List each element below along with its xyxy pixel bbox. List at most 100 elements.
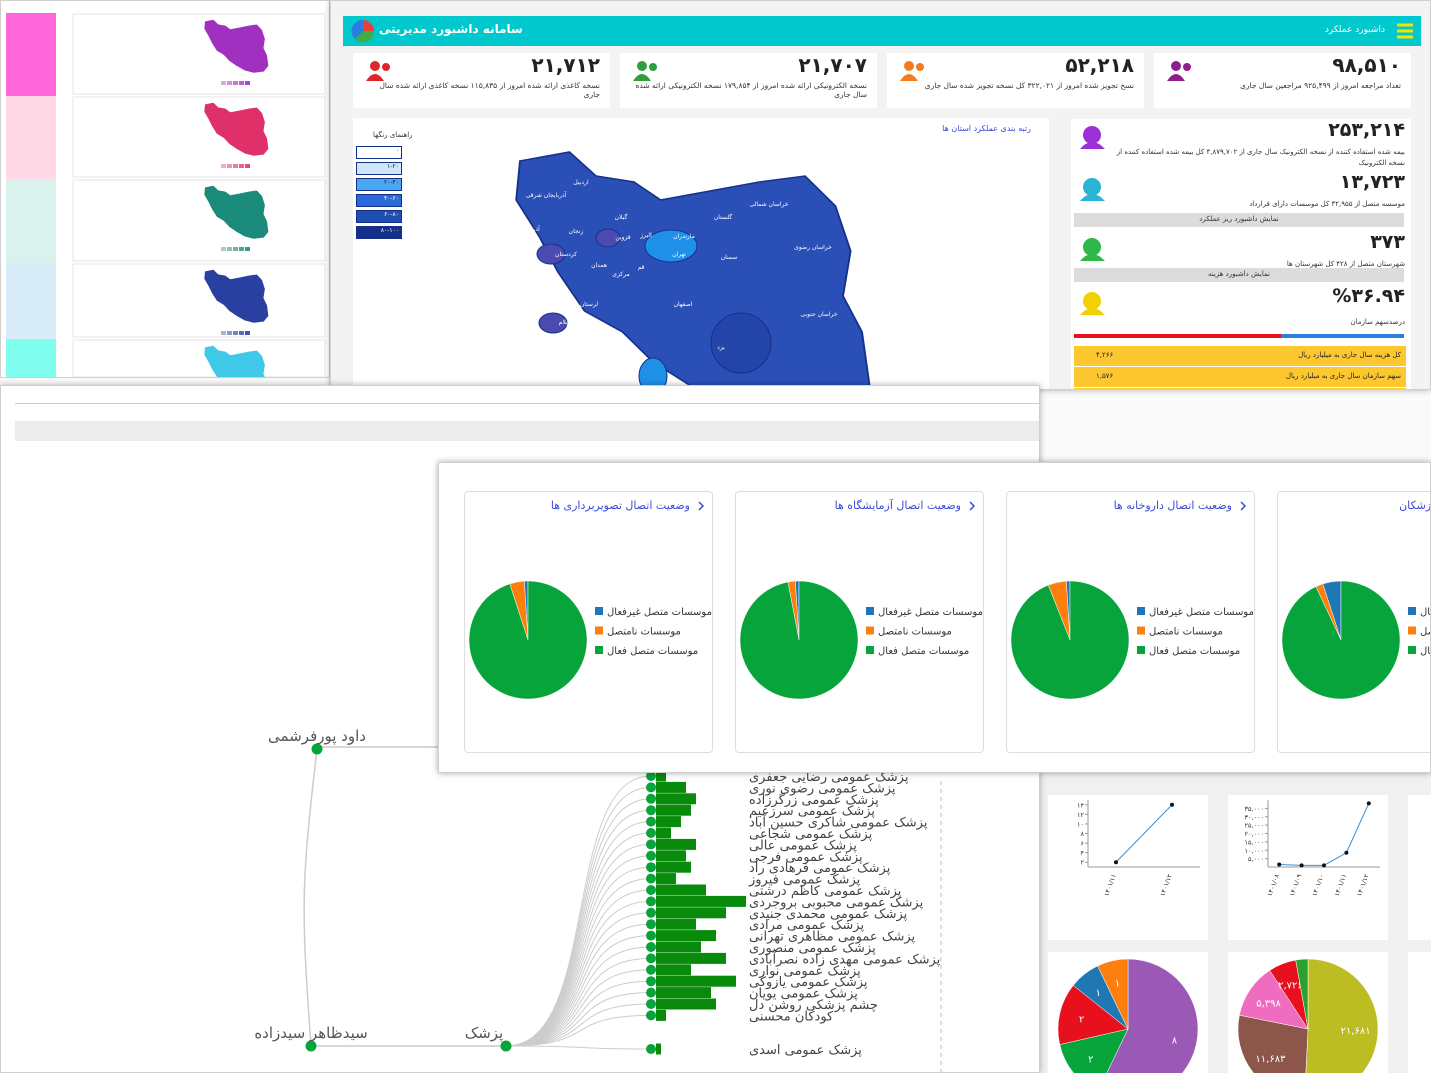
leaf-node bbox=[646, 839, 656, 850]
kpi-card: ۲۱,۷۰۷ نسخه الکترونیکی ارائه شده امروز از… bbox=[620, 53, 877, 108]
svg-layer bbox=[1080, 292, 1105, 315]
finance-label: سهم سازمان سال جاری به میلیارد ریال bbox=[1285, 372, 1401, 380]
leaf-node bbox=[646, 1010, 656, 1021]
stat-icon bbox=[1080, 254, 1105, 261]
province-label: ایلام bbox=[559, 319, 570, 326]
y-tick-label: ۸ bbox=[1081, 830, 1085, 838]
mini-map bbox=[203, 344, 267, 377]
y-tick-label: ۱۰,۰۰۰ bbox=[1244, 847, 1264, 855]
tree-link bbox=[505, 1014, 652, 1047]
leaf-label: پزشک عمومی نواری bbox=[749, 964, 861, 979]
pie-card: وضعیت اتصال آزمایشگاه ها موسسات متصل غیرف… bbox=[735, 491, 984, 753]
stat-icon bbox=[1080, 194, 1105, 201]
point bbox=[1277, 862, 1282, 867]
slice-label: ۱۱,۶۸۳ bbox=[1255, 1054, 1286, 1065]
pie-slice bbox=[1106, 958, 1199, 1073]
mini-legend bbox=[245, 247, 250, 251]
svg-layer bbox=[1397, 23, 1413, 39]
finance-label: کل هزینه سال جاری به میلیارد ریال bbox=[1298, 351, 1401, 359]
leaf-node bbox=[646, 930, 656, 941]
mini-legend bbox=[227, 164, 232, 168]
slice-label: ۲ bbox=[1088, 1055, 1093, 1066]
province-label: لرستان bbox=[580, 301, 598, 308]
kpi-value: ۵۲,۲۱۸ bbox=[1065, 53, 1134, 77]
leaf-node bbox=[646, 793, 656, 804]
leaf-label: پزشک عمومی منصوری bbox=[749, 941, 876, 956]
mini-map bbox=[203, 184, 270, 240]
mini-legend bbox=[227, 81, 232, 85]
finance-value: ۴,۲۶۶ bbox=[1096, 351, 1114, 359]
kpi-icon bbox=[366, 74, 384, 81]
leaf-node bbox=[646, 953, 656, 964]
tree-link bbox=[505, 866, 652, 1047]
province-label: تهران bbox=[672, 251, 686, 258]
menu-icon bbox=[1397, 23, 1413, 27]
mini-legend bbox=[221, 81, 226, 85]
legend-swatch bbox=[866, 607, 874, 615]
legend-swatch: ۸۰-۱۰۰ bbox=[356, 226, 402, 239]
finance-block: کل هزینه سال جاری به میلیارد ریال ۴,۲۶۶ سه… bbox=[1074, 346, 1406, 389]
legend-swatch: ۴۰-۶۰ bbox=[356, 194, 402, 207]
tree-link bbox=[505, 889, 652, 1047]
legend-swatch: ۱-۲۰ bbox=[356, 162, 402, 175]
kpi-card: ۹۸,۵۱۰ تعداد مراجعه امروز از ۹۲۵,۴۹۹ مراج… bbox=[1154, 53, 1411, 108]
leaf-bar bbox=[656, 964, 691, 976]
stat-value: ۲۵۳,۲۱۴ bbox=[1328, 119, 1405, 141]
svg-layer bbox=[1167, 61, 1191, 81]
leaf-label: پزشک عمومی عالی bbox=[749, 838, 857, 853]
leaf-label: پزشک عمومی مهدی زاده نصرآبادی bbox=[749, 950, 941, 967]
province-label: یزد bbox=[717, 344, 725, 351]
logo bbox=[363, 20, 374, 31]
tree-link bbox=[505, 912, 652, 1047]
province-area bbox=[644, 229, 698, 263]
province-label: سمنان bbox=[721, 254, 738, 261]
province-area bbox=[595, 228, 621, 248]
legend-swatch bbox=[595, 646, 603, 654]
x-tick-label: ۱۴۰۱/۱۱ bbox=[1333, 873, 1348, 897]
y-tick-label: ۲ bbox=[1081, 859, 1085, 867]
mini-legend bbox=[239, 81, 244, 85]
svg-layer bbox=[900, 61, 924, 81]
leaf-bar bbox=[656, 941, 701, 953]
province-label: آذربایجان شرقی bbox=[526, 190, 567, 199]
svg-layer bbox=[6, 13, 326, 377]
province-label: آذربایجان غربی bbox=[502, 224, 540, 233]
pie-slice bbox=[1281, 580, 1401, 700]
dashboard-button[interactable]: نمایش داشبورد ریز عملکرد bbox=[1074, 213, 1404, 227]
background-panel bbox=[0, 0, 330, 378]
svg-layer: ۵,۰۰۰۱۰,۰۰۰۱۵,۰۰۰۲۰,۰۰۰۲۵,۰۰۰۳۰,۰۰۰۳۵,۰۰… bbox=[1244, 800, 1380, 897]
svg-layer bbox=[1080, 178, 1105, 201]
province-label: همدان bbox=[591, 262, 607, 269]
color-strip bbox=[6, 96, 56, 179]
slice-label: ۱ bbox=[1115, 979, 1120, 990]
pie-title: وضعیت اتصال تصویربرداری ها bbox=[550, 499, 690, 512]
line-card: ۲ ۴ ۶ ۸ ۱۰ ۱۲ ۱۴ ۱۴۰۱/۱۱ ۱۴۰۱/۱۲ bbox=[1048, 795, 1208, 940]
line-card bbox=[1408, 795, 1431, 940]
leaf-label: پزشک عمومی فرجی bbox=[749, 850, 863, 865]
mini-legend bbox=[233, 247, 238, 251]
legend-swatch bbox=[595, 626, 603, 635]
dashboard-button[interactable]: نمایش داشبورد هزینه bbox=[1074, 268, 1404, 282]
legend-label: ۲۰-۴۰ bbox=[383, 179, 399, 186]
pie-slice bbox=[468, 580, 588, 700]
x-tick-label: ۱۴۰۱/۱۱ bbox=[1102, 873, 1117, 897]
slice-label: ۲ bbox=[1079, 1014, 1084, 1025]
y-tick-label: ۱۵,۰۰۰ bbox=[1244, 838, 1264, 846]
stat-icon bbox=[1080, 308, 1105, 315]
pie-card bbox=[1408, 952, 1431, 1073]
province-label: گلستان bbox=[714, 213, 732, 221]
kpi-icon bbox=[904, 61, 914, 71]
logo bbox=[355, 31, 375, 43]
kpi-value: ۲۱,۷۱۲ bbox=[531, 53, 600, 77]
legend-swatch: ۰ bbox=[356, 146, 402, 159]
toolbar bbox=[15, 421, 1039, 441]
kpi-icon bbox=[633, 74, 651, 81]
svg-layer: ۲۱,۶۸۱ ۱۱,۶۸۳ ۵,۳۹۸ ۲,۷۲۶ bbox=[1237, 958, 1379, 1073]
province-label: خراسان رضوی bbox=[794, 244, 832, 251]
pie-title: وضعیت اتصال داروخانه ها bbox=[1113, 499, 1232, 512]
kpi-card: ۵۲,۲۱۸ نسخ تجویز شده امروز از ۳۲۲,۰۲۱ کل … bbox=[887, 53, 1144, 108]
leaf-label: پزشک عمومی مظاهری تهرانی bbox=[749, 930, 916, 945]
kpi-label: نسخ تجویز شده امروز از ۳۲۲,۰۲۱ کل نسخه ت… bbox=[924, 81, 1134, 90]
